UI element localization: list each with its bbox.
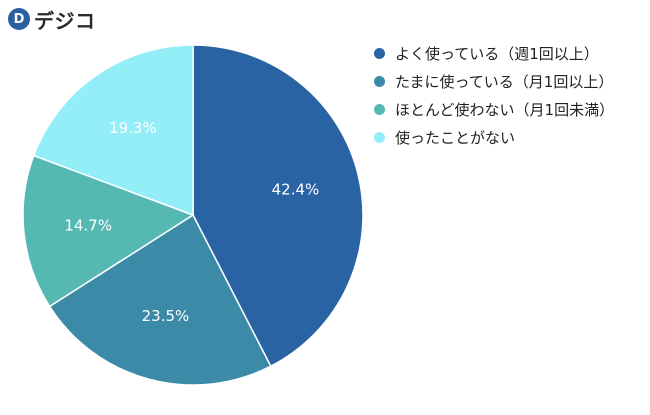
slice-label: 19.3%	[109, 119, 157, 137]
legend-label: たまに使っている（月1回以上）	[395, 72, 614, 91]
pie-slice	[192, 44, 364, 368]
legend-label: 使ったことがない	[395, 128, 516, 147]
slice-label: 23.5%	[142, 307, 190, 325]
legend-item: たまに使っている（月1回以上）	[374, 71, 614, 91]
legend-label: ほとんど使わない（月1回未満）	[395, 100, 615, 119]
slice-label: 14.7%	[64, 217, 112, 235]
legend: よく使っている（週1回以上） たまに使っている（月1回以上） ほとんど使わない（…	[374, 43, 614, 155]
legend-item: ほとんど使わない（月1回未満）	[374, 99, 614, 119]
legend-item: 使ったことがない	[374, 127, 614, 147]
pie-slice	[22, 154, 195, 308]
pie-slice	[32, 44, 194, 217]
pie-slice	[48, 213, 272, 386]
legend-item: よく使っている（週1回以上）	[374, 43, 614, 63]
legend-swatch	[374, 131, 385, 143]
logo-text: デジコ	[34, 8, 96, 33]
legend-swatch	[374, 103, 385, 115]
legend-label: よく使っている（週1回以上）	[395, 44, 599, 63]
slice-label: 42.4%	[272, 181, 320, 199]
legend-swatch	[374, 47, 385, 59]
logo-mark-icon: D	[8, 8, 30, 30]
logo: D デジコ	[8, 7, 96, 33]
legend-swatch	[374, 75, 385, 87]
